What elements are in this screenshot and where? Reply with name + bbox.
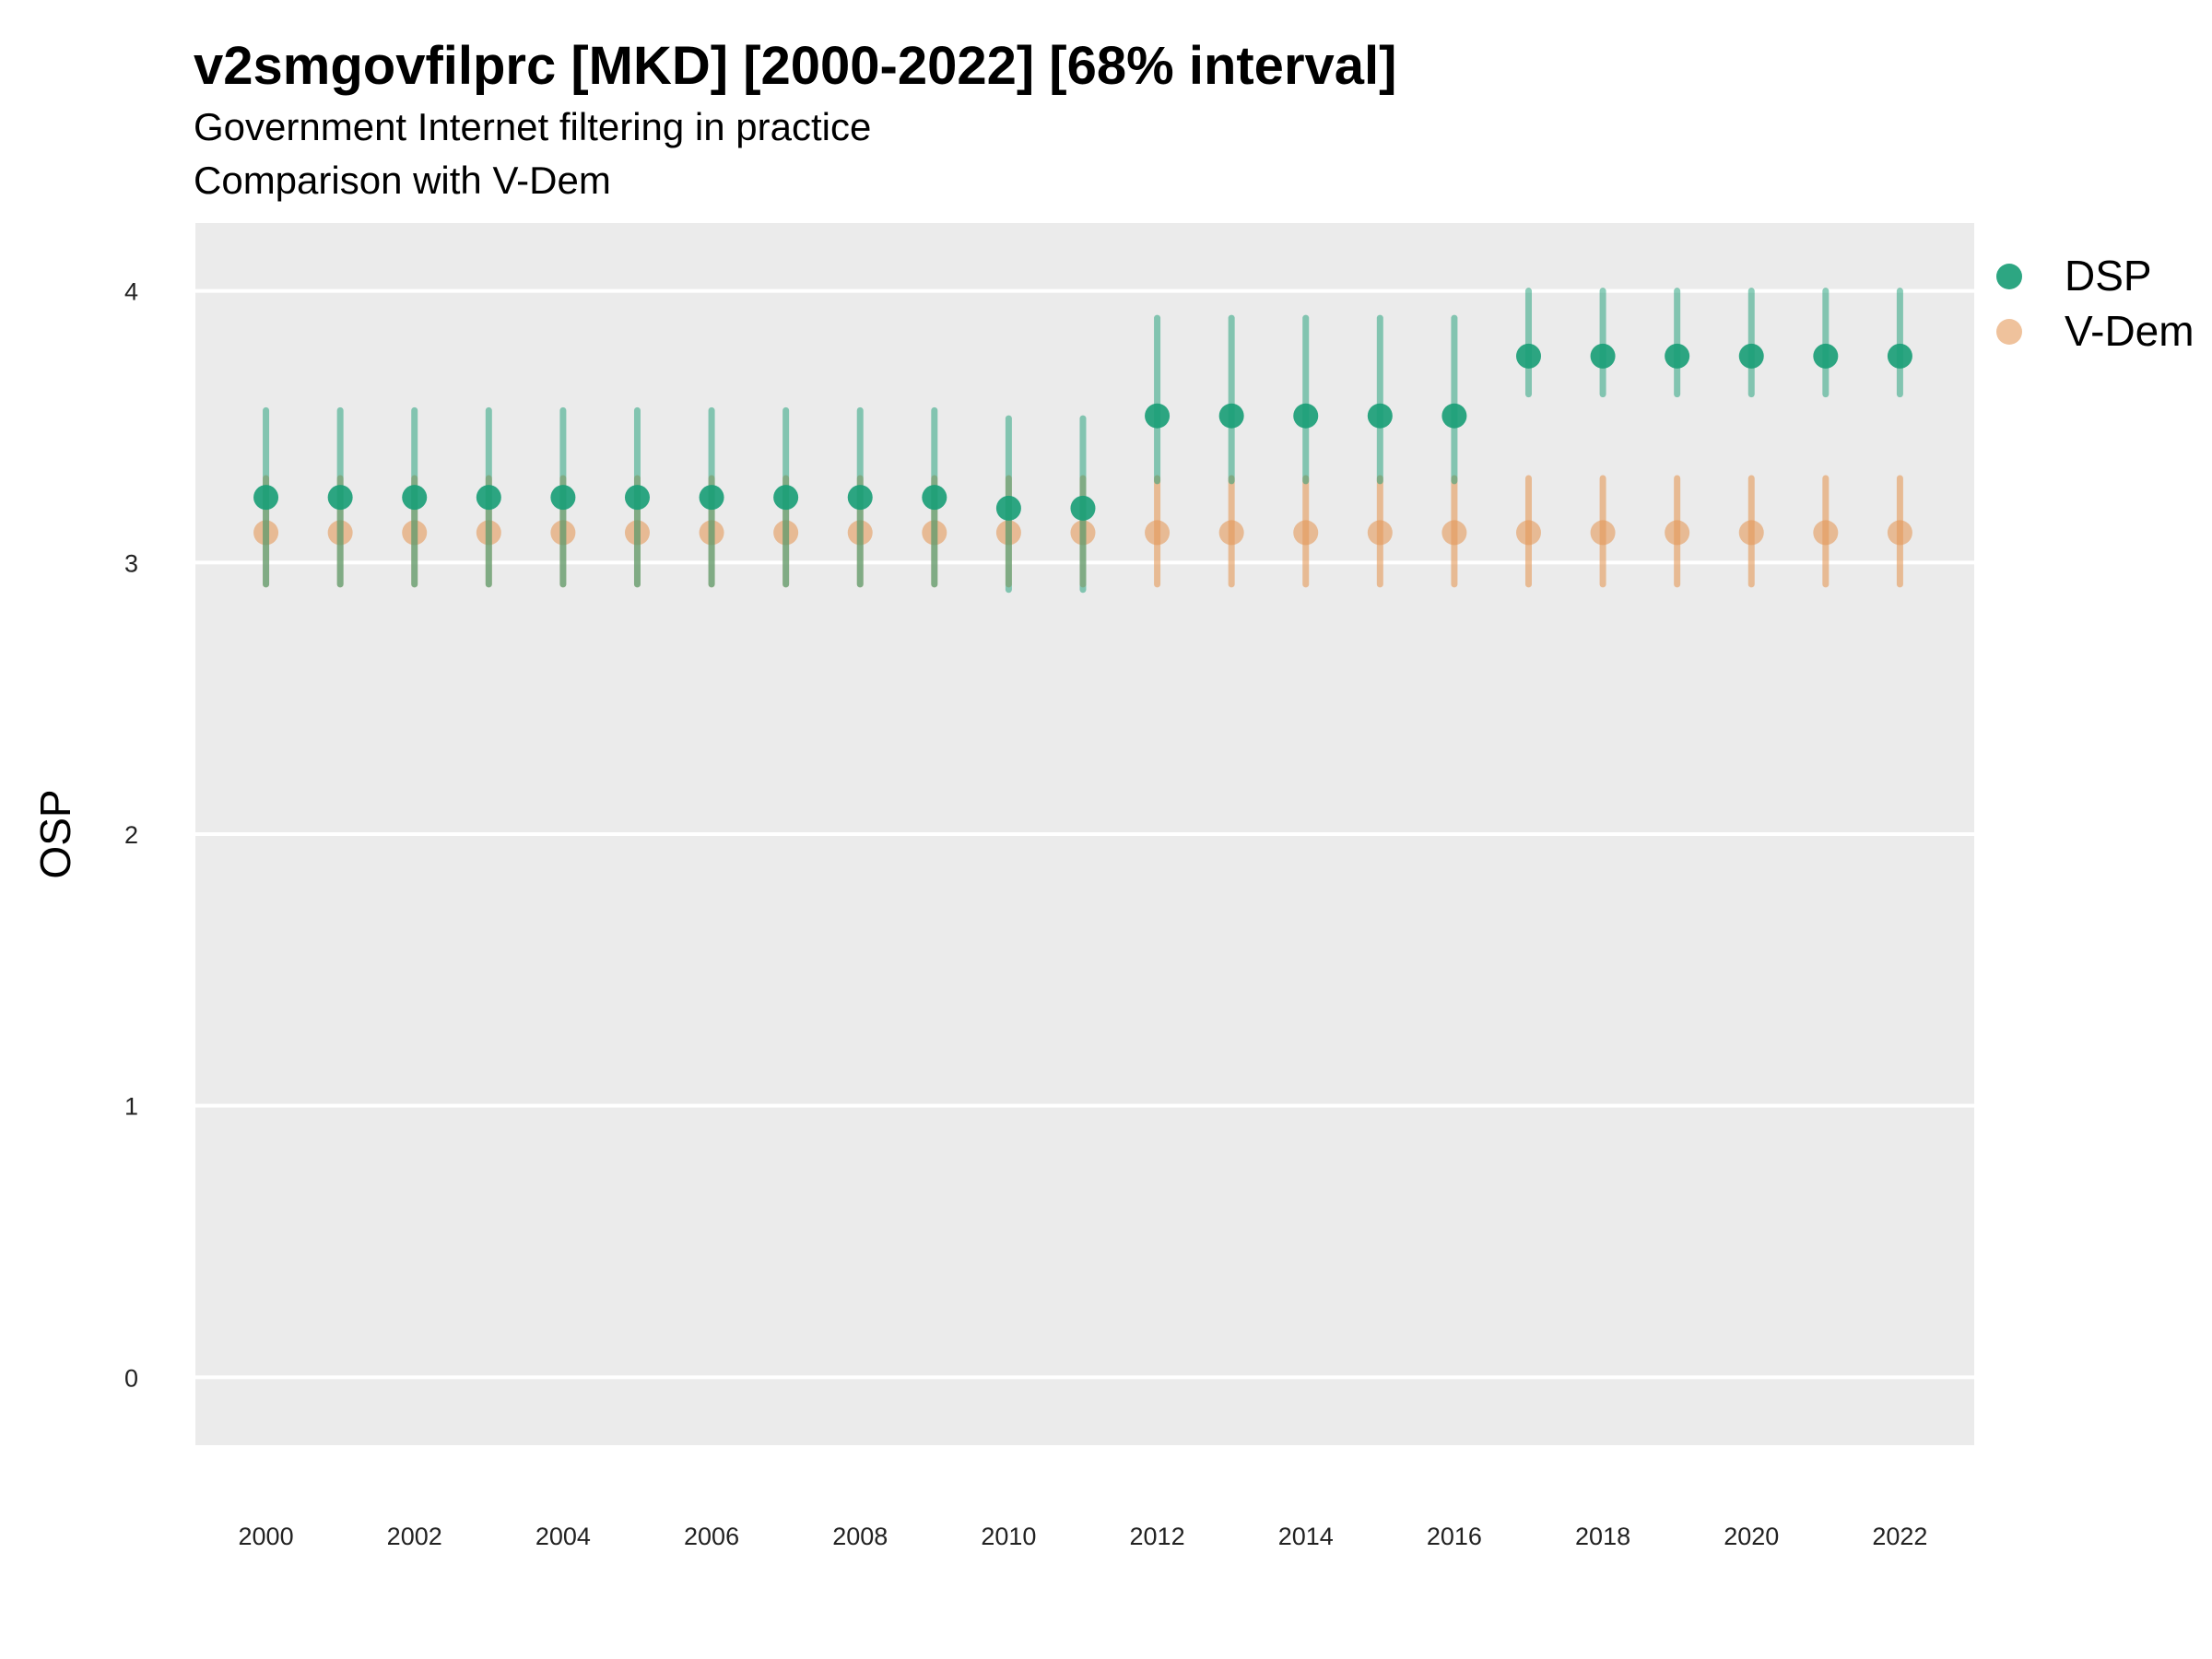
point-dsp (1145, 403, 1171, 429)
point-dsp (922, 485, 947, 511)
y-axis-label: OSP (31, 789, 79, 878)
x-tick-label: 2012 (1130, 1523, 1185, 1550)
point-vdem (1145, 520, 1171, 546)
legend-key-vdem (1996, 319, 2022, 345)
y-tick-label: 3 (124, 549, 138, 577)
legend-label-vdem: V-Dem (2065, 307, 2194, 355)
point-dsp (1738, 343, 1764, 369)
x-tick-label: 2008 (832, 1523, 888, 1550)
point-dsp (402, 485, 428, 511)
chart-caption: Comparison with V-Dem (194, 159, 611, 202)
point-vdem (1738, 520, 1764, 546)
point-dsp (550, 485, 576, 511)
point-vdem (1515, 520, 1541, 546)
x-tick-label: 2002 (387, 1523, 442, 1550)
point-dsp (624, 485, 650, 511)
y-tick-label: 4 (124, 278, 138, 306)
y-tick-label: 2 (124, 821, 138, 849)
point-dsp (253, 485, 279, 511)
x-tick-label: 2010 (981, 1523, 1036, 1550)
point-dsp (1887, 343, 1912, 369)
chart-title: v2smgovfilprc [MKD] [2000-2022] [68% int… (194, 36, 1397, 96)
y-tick-label: 0 (124, 1364, 138, 1392)
x-tick-label: 2004 (535, 1523, 591, 1550)
point-dsp (1813, 343, 1839, 369)
legend-label-dsp: DSP (2065, 252, 2152, 300)
point-dsp (773, 485, 799, 511)
point-vdem (1367, 520, 1393, 546)
point-vdem (1293, 520, 1319, 546)
point-dsp (1441, 403, 1467, 429)
x-tick-label: 2018 (1575, 1523, 1630, 1550)
point-dsp (1515, 343, 1541, 369)
x-tick-label: 2016 (1427, 1523, 1482, 1550)
point-vdem (1218, 520, 1244, 546)
point-vdem (1590, 520, 1616, 546)
x-tick-label: 2006 (684, 1523, 739, 1550)
point-dsp (327, 485, 353, 511)
point-dsp (699, 485, 724, 511)
point-dsp (1218, 403, 1244, 429)
point-dsp (847, 485, 873, 511)
x-tick-label: 2014 (1278, 1523, 1334, 1550)
x-tick-label: 2000 (239, 1523, 294, 1550)
point-dsp (1590, 343, 1616, 369)
point-dsp (476, 485, 501, 511)
point-vdem (1813, 520, 1839, 546)
point-dsp (1293, 403, 1319, 429)
point-dsp (1665, 343, 1690, 369)
legend-key-dsp (1996, 264, 2022, 289)
point-vdem (1887, 520, 1912, 546)
chart-subtitle: Government Internet filtering in practic… (194, 105, 872, 148)
y-tick-label: 1 (124, 1093, 138, 1121)
point-vdem (1441, 520, 1467, 546)
point-dsp (995, 495, 1021, 521)
point-dsp (1367, 403, 1393, 429)
point-vdem (1665, 520, 1690, 546)
x-tick-label: 2022 (1872, 1523, 1927, 1550)
x-tick-label: 2020 (1724, 1523, 1779, 1550)
point-dsp (1070, 495, 1096, 521)
